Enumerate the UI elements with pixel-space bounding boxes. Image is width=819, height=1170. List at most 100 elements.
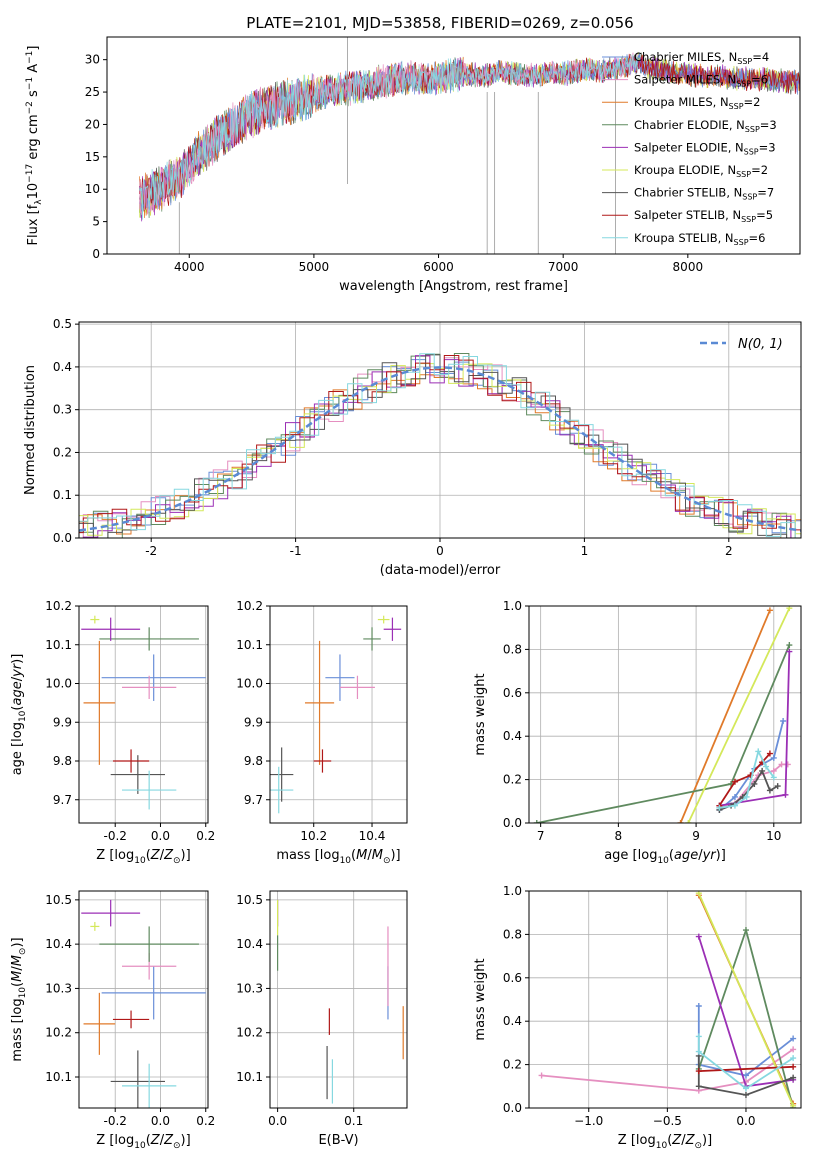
plot-area	[81, 615, 206, 810]
y-tick-label: 10.4	[45, 937, 72, 951]
y-tick-label: 15	[85, 150, 100, 164]
x-tick-label: −0.5	[653, 1114, 682, 1128]
weight-marker	[763, 763, 770, 770]
weight-marker	[778, 761, 785, 768]
y-tick-label: 10.1	[236, 1070, 263, 1084]
panels: 4000 5000 6000 7000 8000051015202530waveleng…	[10, 36, 802, 1151]
legend-entry: Kroupa MILES, NSSP=2	[634, 95, 760, 111]
y-tick-label: 10.3	[236, 981, 263, 995]
weight-marker	[786, 648, 793, 655]
weight-marker	[742, 1091, 749, 1098]
weight-marker	[782, 791, 789, 798]
x-axis-label: Z [log10(Z/Z⊙)]	[96, 848, 190, 866]
y-tick-label: 10.1	[236, 638, 263, 652]
weight-marker	[770, 754, 777, 761]
y-axis-label: Normed distribution	[23, 365, 38, 495]
x-tick-label: 7	[537, 829, 545, 843]
histogram-series	[79, 374, 801, 538]
panel-8: −1.0 −0.5 0.0 0.0 0.2 0.4 0.6 0.8 1.0 Z [log10(Z/…	[473, 884, 802, 1151]
y-tick-label: 10.4	[236, 937, 263, 951]
y-tick-label: 10.1	[45, 1070, 72, 1084]
weight-marker	[759, 767, 766, 774]
weight-marker	[766, 750, 773, 757]
weight-marker	[685, 820, 692, 823]
weight-marker	[695, 1048, 702, 1055]
y-axis-label: mass weight	[473, 958, 488, 1040]
x-tick-label: -0.2	[103, 829, 126, 843]
weight-marker	[774, 783, 781, 790]
x-axis-label: mass [log10(M/M⊙)]	[276, 848, 400, 866]
y-tick-label: 0.8	[503, 642, 522, 656]
weight-marker	[695, 1083, 702, 1090]
y-tick-label: 0.6	[503, 971, 522, 985]
axes-frame	[78, 321, 802, 539]
weight-marker	[695, 1033, 702, 1040]
y-tick-label: 10	[85, 182, 100, 196]
x-tick-label: 7000	[548, 260, 579, 274]
plot-area	[277, 899, 404, 1104]
y-tick-label: 9.7	[244, 793, 263, 807]
y-tick-label: 10.5	[45, 893, 72, 907]
y-tick-label: 0.5	[53, 317, 72, 331]
x-tick-label: -1	[290, 544, 302, 558]
legend-entry: N(0, 1)	[738, 337, 783, 352]
panel-6: -0.2 0.0 0.2 10.1 10.2 10.3 10.4 10.5 Z [log10(Z…	[10, 890, 215, 1151]
weight-marker	[766, 787, 773, 794]
y-tick-label: 1.0	[503, 599, 522, 613]
x-tick-label: 0.2	[196, 1114, 215, 1128]
x-tick-label: 5000	[299, 260, 330, 274]
x-tick-label: 0.0	[151, 1114, 170, 1128]
weight-marker	[731, 802, 738, 809]
weight-marker	[731, 778, 738, 785]
weight-marker	[695, 933, 702, 940]
weight-line	[536, 644, 791, 823]
plot-area	[533, 606, 793, 823]
y-axis-label: Flux [fλ10−17 erg cm−2 s−1 A−1]	[25, 46, 44, 246]
legend-entry: Chabrier STELIB, NSSP=7	[634, 186, 774, 202]
normal-curve	[79, 366, 801, 532]
axes-frame	[78, 890, 209, 1109]
y-tick-label: 0.1	[53, 488, 72, 502]
weight-marker	[695, 1003, 702, 1010]
histogram-series	[79, 354, 801, 538]
x-tick-label: 0.1	[344, 1114, 363, 1128]
x-tick-label: 4000	[174, 260, 205, 274]
y-tick-label: 10.0	[45, 677, 72, 691]
plot-area	[81, 899, 206, 1108]
y-tick-label: 0.4	[503, 1014, 522, 1028]
x-tick-label: 0.0	[736, 1114, 755, 1128]
x-axis-label: age [log10(age/yr)]	[604, 848, 726, 866]
y-axis-label: mass weight	[473, 673, 488, 755]
y-tick-label: 0.6	[503, 686, 522, 700]
y-tick-label: 0.2	[53, 445, 72, 459]
x-axis-label: E(B-V)	[318, 1133, 358, 1148]
y-tick-label: 10.2	[45, 599, 72, 613]
panel-4: 10.2 10.4 9.7 9.8 9.9 10.0 10.1 10.2 mass [log10…	[236, 599, 408, 866]
y-tick-label: 9.7	[53, 793, 72, 807]
x-tick-label: 9	[692, 829, 700, 843]
weight-marker	[695, 1068, 702, 1075]
legend-entry: Chabrier ELODIE, NSSP=3	[634, 118, 777, 134]
y-tick-label: 20	[85, 117, 100, 131]
axes-frame	[528, 605, 802, 824]
x-tick-label: 0.0	[151, 829, 170, 843]
plot-area	[139, 37, 800, 254]
weight-marker	[538, 1072, 545, 1079]
y-tick-label: 9.9	[244, 715, 263, 729]
plot-area	[538, 891, 797, 1108]
legend-entry: Salpeter ELODIE, NSSP=3	[634, 140, 776, 156]
y-tick-label: 0.0	[53, 531, 72, 545]
weight-marker	[780, 718, 787, 725]
legend-entry: Kroupa STELIB, NSSP=6	[634, 231, 765, 247]
axes-frame	[106, 36, 801, 255]
x-tick-label: 1	[581, 544, 589, 558]
y-tick-label: 0.0	[503, 816, 522, 830]
panel-2: -2 -1 0 1 2 0.0 0.1 0.2 0.3 0.4 0.5 (data-model)/er…	[23, 317, 802, 578]
weight-marker	[742, 927, 749, 934]
panel-3: -0.2 0.0 0.2 9.7 9.8 9.9 10.0 10.1 10.2 Z [log10(…	[10, 599, 215, 866]
panel-7: 0.0 0.1 10.1 10.2 10.3 10.4 10.5 E(B-V)	[236, 890, 408, 1148]
spectrum-line	[139, 52, 638, 216]
y-tick-label: 10.0	[236, 677, 263, 691]
axes-frame	[528, 890, 802, 1109]
figure-title: PLATE=2101, MJD=53858, FIBERID=0269, z=0…	[246, 14, 633, 32]
